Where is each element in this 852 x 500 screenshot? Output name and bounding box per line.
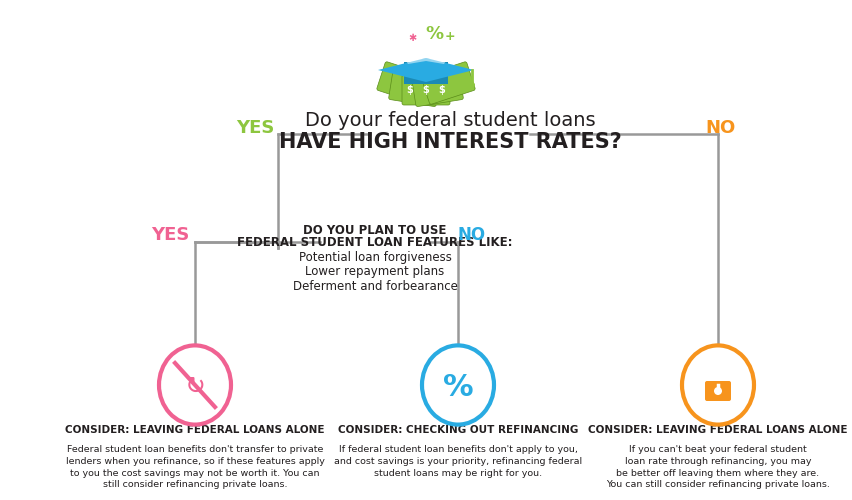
Text: Deferment and forbearance: Deferment and forbearance xyxy=(292,280,457,292)
FancyBboxPatch shape xyxy=(389,70,440,106)
Text: Do your federal student loans: Do your federal student loans xyxy=(304,110,595,130)
FancyBboxPatch shape xyxy=(704,381,730,401)
Text: YES: YES xyxy=(152,226,190,244)
Text: HAVE HIGH INTEREST RATES?: HAVE HIGH INTEREST RATES? xyxy=(279,132,620,152)
Text: $: $ xyxy=(406,85,413,95)
Ellipse shape xyxy=(422,346,493,424)
Ellipse shape xyxy=(158,346,231,424)
Text: Potential loan forgiveness: Potential loan forgiveness xyxy=(298,252,451,264)
FancyBboxPatch shape xyxy=(401,75,450,105)
Circle shape xyxy=(713,387,721,395)
Text: If federal student loan benefits don't apply to you,
and cost savings is your pr: If federal student loan benefits don't a… xyxy=(333,445,581,478)
Text: CONSIDER: LEAVING FEDERAL LOANS ALONE: CONSIDER: LEAVING FEDERAL LOANS ALONE xyxy=(65,425,325,435)
FancyBboxPatch shape xyxy=(412,70,463,106)
Text: If you can't beat your federal student
loan rate through refinancing, you may
be: If you can't beat your federal student l… xyxy=(606,445,829,490)
Text: Lower repayment plans: Lower repayment plans xyxy=(305,266,444,278)
Text: NO: NO xyxy=(458,226,486,244)
Text: +: + xyxy=(444,30,455,43)
Text: FEDERAL STUDENT LOAN FEATURES LIKE:: FEDERAL STUDENT LOAN FEATURES LIKE: xyxy=(237,236,512,250)
Text: $: $ xyxy=(422,85,429,95)
FancyBboxPatch shape xyxy=(377,62,430,104)
Polygon shape xyxy=(406,58,446,64)
Text: Federal student loan benefits don't transfer to private
lenders when you refinan: Federal student loan benefits don't tran… xyxy=(66,445,324,490)
Text: CONSIDER: LEAVING FEDERAL LOANS ALONE: CONSIDER: LEAVING FEDERAL LOANS ALONE xyxy=(588,425,847,435)
Text: %: % xyxy=(424,25,442,43)
FancyBboxPatch shape xyxy=(421,62,475,104)
Ellipse shape xyxy=(682,346,753,424)
Text: %: % xyxy=(442,372,473,402)
Text: CONSIDER: CHECKING OUT REFINANCING: CONSIDER: CHECKING OUT REFINANCING xyxy=(337,425,578,435)
Text: DO YOU PLAN TO USE: DO YOU PLAN TO USE xyxy=(303,224,446,236)
Circle shape xyxy=(469,82,475,88)
Text: YES: YES xyxy=(236,119,274,137)
Text: ↻: ↻ xyxy=(184,375,205,399)
Polygon shape xyxy=(377,58,474,82)
FancyBboxPatch shape xyxy=(404,62,447,84)
Text: ✱: ✱ xyxy=(407,33,416,43)
Text: $: $ xyxy=(438,85,445,95)
Text: NO: NO xyxy=(704,119,734,137)
